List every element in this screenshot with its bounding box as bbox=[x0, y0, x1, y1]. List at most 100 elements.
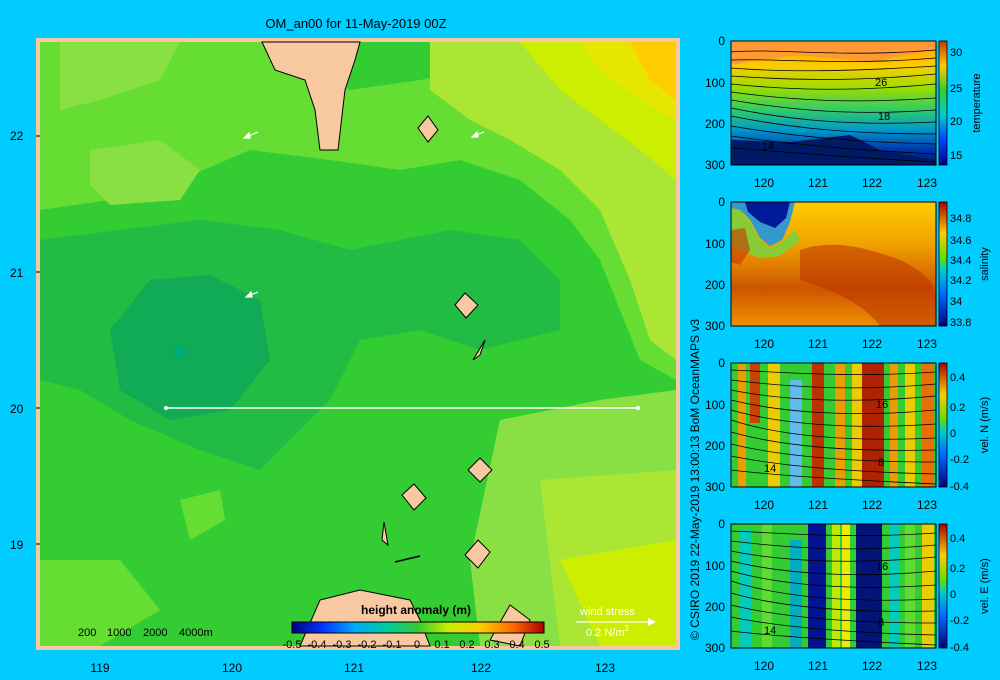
contour-label: 26 bbox=[875, 77, 887, 89]
lon-tick: 120 bbox=[754, 498, 774, 512]
depth-tick: 300 bbox=[705, 319, 725, 333]
depth-legend-2000: 2000 bbox=[143, 627, 167, 639]
wind-stress-legend: wind stress 0.2 N/m2 bbox=[576, 606, 656, 639]
cbar-tick: 34.2 bbox=[950, 275, 971, 287]
panel-vel-n: 16 14 8 0 100 200 300 120 121 122 123 0.… bbox=[705, 356, 991, 512]
lon-tick: 122 bbox=[862, 498, 882, 512]
cbar-tick: 0 bbox=[950, 428, 956, 440]
depth-tick: 200 bbox=[705, 278, 725, 292]
wind-stress-label: wind stress bbox=[579, 606, 636, 618]
lon-tick: 122 bbox=[862, 176, 882, 190]
depth-tick: 0 bbox=[718, 34, 725, 48]
credit-text: © CSIRO 2019 22-May-2019 13:00:13 BoM Oc… bbox=[688, 319, 702, 640]
depth-tick: 100 bbox=[705, 559, 725, 573]
depth-tick: 0 bbox=[718, 517, 725, 531]
depth-tick: 200 bbox=[705, 600, 725, 614]
lon-tick: 123 bbox=[917, 337, 937, 351]
cbar-tick: 0.2 bbox=[950, 563, 965, 575]
lon-tick: 123 bbox=[595, 661, 615, 675]
depth-legend-200: 200 bbox=[78, 627, 96, 639]
cbar-tick: 30 bbox=[950, 47, 962, 59]
lat-tick: 20 bbox=[10, 402, 24, 416]
lon-tick: 120 bbox=[754, 659, 774, 673]
colorbar-tick: 0.3 bbox=[484, 639, 499, 651]
wind-vectors bbox=[242, 130, 485, 298]
lon-tick: 122 bbox=[471, 661, 491, 675]
depth-tick: 0 bbox=[718, 356, 725, 370]
height-anomaly-map bbox=[36, 38, 680, 650]
cbar-tick: 34.6 bbox=[950, 235, 971, 247]
lon-axis: 119 120 121 122 123 bbox=[90, 661, 615, 675]
colorbar-tick: -0.3 bbox=[333, 639, 352, 651]
contour-label: 8 bbox=[878, 457, 884, 469]
lat-tick: 22 bbox=[10, 129, 24, 143]
colorbar-tick: 0.1 bbox=[434, 639, 449, 651]
contour-label: 16 bbox=[876, 399, 888, 411]
depth-tick: 100 bbox=[705, 76, 725, 90]
lon-tick: 121 bbox=[808, 498, 828, 512]
cbar-tick: 0.2 bbox=[950, 402, 965, 414]
lon-tick: 123 bbox=[917, 176, 937, 190]
panel-vel-e: 16 14 8 0 100 200 300 120 121 122 123 0.… bbox=[705, 517, 991, 673]
colorbar-tick: 0 bbox=[414, 639, 420, 651]
lon-tick: 122 bbox=[862, 659, 882, 673]
cbar-tick: 20 bbox=[950, 116, 962, 128]
lon-tick: 122 bbox=[862, 337, 882, 351]
lon-tick: 120 bbox=[754, 176, 774, 190]
panel-label: temperature bbox=[971, 73, 983, 132]
depth-tick: 300 bbox=[705, 641, 725, 655]
transect-line bbox=[164, 406, 640, 410]
wind-stress-scale: 0.2 N/m bbox=[586, 627, 625, 639]
height-colorbar: height anomaly (m) -0.5 -0.4 -0.3 -0.2 -… bbox=[283, 603, 550, 651]
lon-tick: 119 bbox=[90, 661, 109, 675]
depth-legend: 200 1000 2000 4000m bbox=[78, 627, 213, 639]
lon-tick: 123 bbox=[917, 659, 937, 673]
depth-legend-1000: 1000 bbox=[107, 627, 131, 639]
lon-tick: 121 bbox=[808, 176, 828, 190]
cbar-tick: 0 bbox=[950, 589, 956, 601]
depth-tick: 200 bbox=[705, 117, 725, 131]
depth-tick: 200 bbox=[705, 439, 725, 453]
lat-tick: 21 bbox=[10, 266, 24, 280]
cbar-tick: 0.4 bbox=[950, 533, 965, 545]
panel-salinity: 0 100 200 300 120 121 122 123 34.8 34.6 … bbox=[705, 195, 991, 351]
wind-stress-exponent: 2 bbox=[625, 624, 630, 633]
contour-label: 16 bbox=[876, 561, 888, 573]
cbar-tick: -0.4 bbox=[950, 642, 969, 654]
colorbar-tick: 0.4 bbox=[509, 639, 524, 651]
depth-tick: 100 bbox=[705, 398, 725, 412]
cbar-tick: -0.2 bbox=[950, 454, 969, 466]
contour-label: 18 bbox=[878, 111, 890, 123]
depth-tick: 100 bbox=[705, 237, 725, 251]
colorbar-title: height anomaly (m) bbox=[361, 603, 471, 617]
colorbar-tick: -0.5 bbox=[283, 639, 302, 651]
cbar-tick: 34.8 bbox=[950, 213, 971, 225]
depth-tick: 300 bbox=[705, 158, 725, 172]
contour-label: 14 bbox=[762, 141, 774, 153]
colorbar-tick: -0.1 bbox=[383, 639, 402, 651]
lon-tick: 123 bbox=[917, 498, 937, 512]
depth-tick: 300 bbox=[705, 480, 725, 494]
lat-axis: 22 21 20 19 bbox=[10, 129, 40, 552]
lat-tick: 19 bbox=[10, 538, 24, 552]
lon-tick: 120 bbox=[222, 661, 242, 675]
cbar-tick: 33.8 bbox=[950, 317, 971, 329]
lon-tick: 120 bbox=[754, 337, 774, 351]
panel-label: vel. N (m/s) bbox=[979, 397, 991, 453]
contour-label: 8 bbox=[878, 617, 884, 629]
colorbar-tick: 0.2 bbox=[459, 639, 474, 651]
panel-temperature: 26 18 14 0 100 200 300 120 121 122 123 3… bbox=[705, 34, 983, 190]
lon-tick: 121 bbox=[808, 659, 828, 673]
contour-label: 14 bbox=[764, 463, 776, 475]
cbar-tick: 25 bbox=[950, 83, 962, 95]
cbar-tick: 15 bbox=[950, 150, 962, 162]
colorbar-tick: -0.4 bbox=[308, 639, 327, 651]
colorbar-tick: -0.2 bbox=[358, 639, 377, 651]
cbar-tick: 34 bbox=[950, 296, 962, 308]
colorbar-tick: 0.5 bbox=[534, 639, 549, 651]
lon-tick: 121 bbox=[808, 337, 828, 351]
contour-label: 14 bbox=[764, 625, 776, 637]
cbar-tick: 34.4 bbox=[950, 255, 971, 267]
depth-legend-4000: 4000m bbox=[179, 627, 213, 639]
